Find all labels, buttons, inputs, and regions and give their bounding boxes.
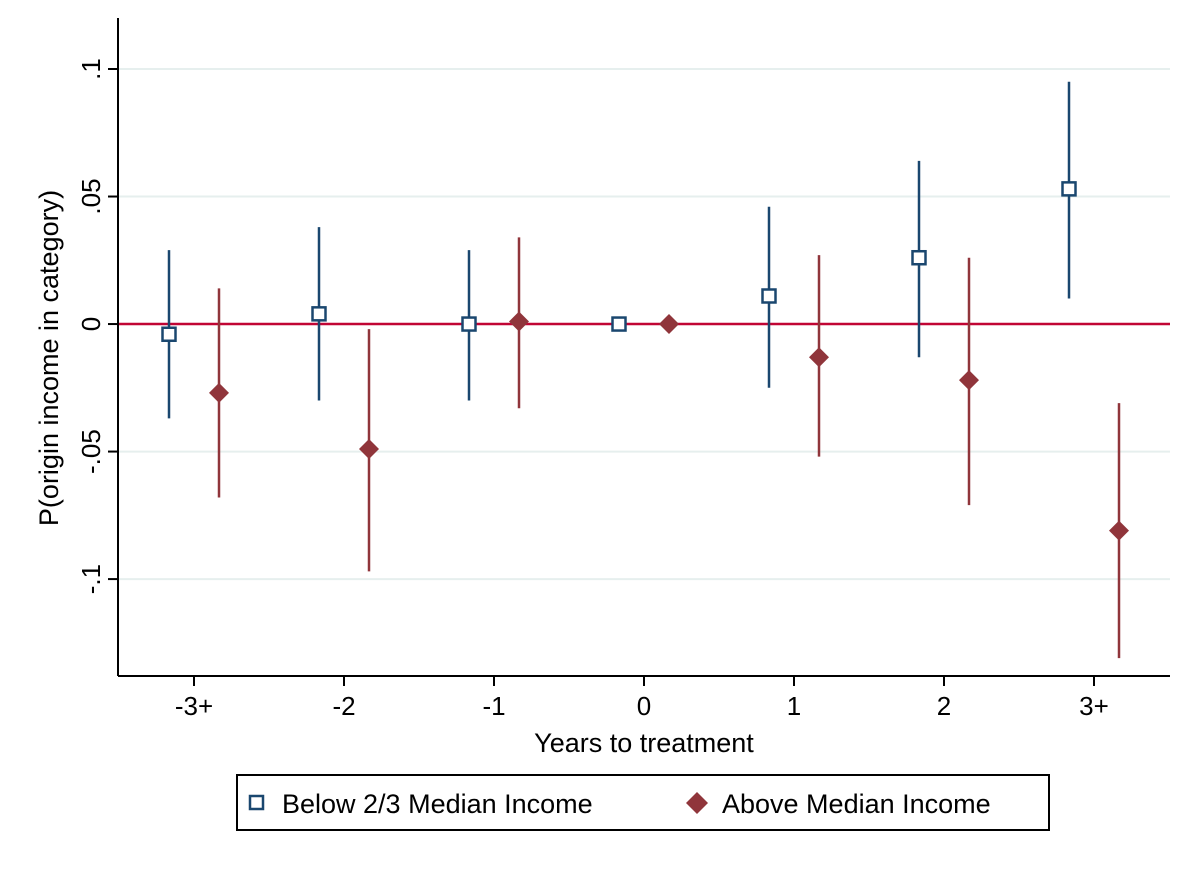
data-point-square (461, 316, 477, 332)
x-tick-label: 2 (937, 691, 951, 721)
y-tick-label: 0 (76, 317, 106, 331)
data-point-diamond (209, 382, 229, 403)
axes: -.1 -.05 0 .05 .1 -3+ -2 -1 0 1 2 3+ (76, 18, 1170, 721)
series-layer (161, 81, 1129, 659)
x-tick-label: 3+ (1079, 691, 1109, 721)
data-point-square (311, 306, 327, 322)
y-tick-label: .05 (76, 178, 106, 214)
x-tick-label: -3+ (175, 691, 213, 721)
y-tick-label: .1 (76, 58, 106, 80)
x-tick-label: -2 (332, 691, 355, 721)
legend-box (236, 774, 1050, 831)
y-tick-label: -.05 (76, 429, 106, 474)
x-tick-label: 0 (637, 691, 651, 721)
legend-label-above: Above Median Income (722, 789, 991, 819)
x-tick-label: 1 (787, 691, 801, 721)
series-above-median (209, 237, 1129, 659)
data-point-square (1061, 181, 1077, 197)
legend-marker-below (248, 794, 265, 811)
x-tick-label: -1 (482, 691, 505, 721)
data-point-diamond (659, 314, 679, 335)
y-tick-label: -.1 (76, 564, 106, 594)
data-point-diamond (959, 370, 979, 391)
legend: Below 2/3 Median Income Above Median Inc… (236, 774, 1050, 831)
data-point-square (611, 316, 627, 332)
data-point-diamond (509, 311, 529, 332)
x-axis-title: Years to treatment (534, 728, 754, 758)
data-point-diamond (359, 439, 379, 460)
legend-marker-above (686, 792, 708, 814)
data-point-square (761, 288, 777, 304)
data-point-square (911, 249, 927, 266)
data-point-square (161, 326, 177, 342)
data-point-diamond (809, 347, 829, 368)
series-below-median (161, 81, 1077, 419)
data-point-diamond (1109, 520, 1129, 541)
y-axis-title: P(origin income in category) (34, 190, 64, 526)
legend-label-below: Below 2/3 Median Income (282, 789, 593, 819)
grid-lines (118, 68, 1170, 581)
